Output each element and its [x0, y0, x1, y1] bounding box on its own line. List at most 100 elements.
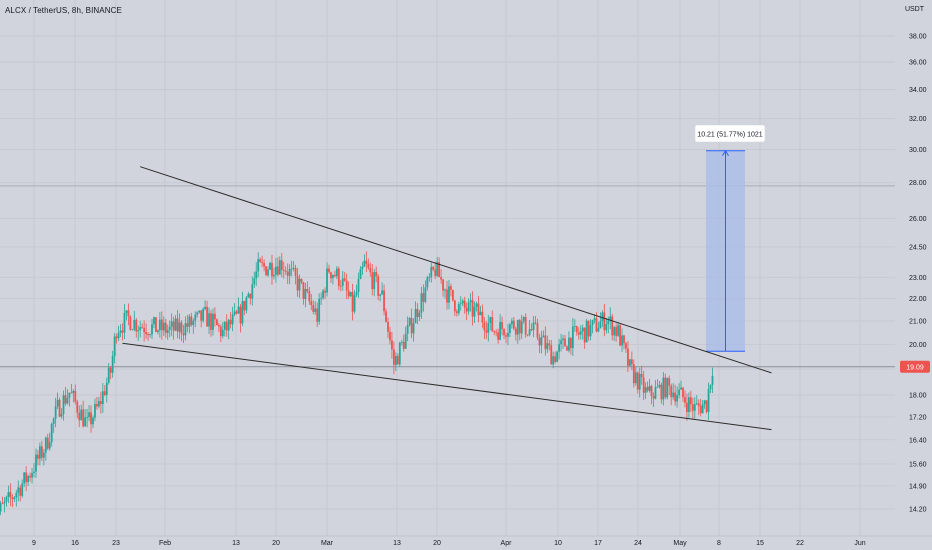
candle-body [168, 326, 171, 331]
candle-body [235, 311, 238, 314]
candle-body [300, 278, 303, 282]
candle-body [416, 308, 419, 317]
price-tick-label: 16.40 [909, 437, 927, 444]
candle-body [90, 412, 92, 425]
candle-body [17, 487, 20, 493]
candle-body [292, 267, 295, 269]
candle-body [493, 331, 496, 333]
candle-body [296, 275, 299, 291]
candle-body [326, 268, 328, 293]
candle-body [575, 326, 578, 333]
candle-body [375, 271, 378, 277]
candle-body [593, 318, 596, 321]
candle-body [471, 300, 474, 317]
candle-body [298, 278, 301, 291]
price-axis[interactable]: 38.00 36.00 34.00 32.00 30.00 28.00 26.00 24.50… [895, 0, 932, 536]
candle-body [27, 475, 29, 483]
candle-body [355, 292, 358, 296]
candle-body [74, 390, 77, 402]
price-axis-unit: USDT [904, 6, 924, 13]
candle-body [1, 503, 4, 505]
candle-body [509, 324, 511, 333]
candle-body [198, 310, 201, 313]
candle-body [424, 287, 427, 302]
candle-body [241, 300, 244, 324]
time-tick-label: 15 [756, 540, 764, 547]
candle-body [678, 389, 680, 396]
candle-body [625, 343, 627, 349]
candle-body [341, 278, 344, 286]
candle-body [210, 313, 212, 330]
candle-body [591, 320, 594, 326]
candle-body [9, 492, 12, 498]
candle-body [33, 471, 35, 473]
candle-body [546, 343, 549, 350]
candle-body [184, 323, 187, 336]
candle-body [304, 289, 307, 299]
candle-body [137, 330, 140, 332]
candle-body [178, 322, 181, 332]
candle-body [524, 316, 527, 335]
candle-body [44, 437, 47, 453]
trendlines[interactable] [122, 166, 772, 431]
measure-tool[interactable]: 10.21 (51.77%) 1021 [694, 124, 766, 352]
time-tick-label: 24 [634, 540, 642, 547]
candle-body [225, 321, 228, 331]
candle-body [485, 330, 488, 333]
price-tick-label: 14.20 [909, 507, 927, 514]
candle-body [172, 321, 175, 331]
candle-body [21, 483, 24, 496]
candle-body [428, 277, 431, 279]
candle-body [92, 417, 94, 425]
chart-title: ALCX / TetherUS, 8h, BINANCE [5, 6, 122, 15]
candle-body [243, 300, 246, 311]
trendline-upper [140, 166, 772, 374]
time-tick-label: Apr [501, 540, 513, 547]
candle-body [646, 387, 649, 391]
candle-body [318, 298, 321, 322]
candle-body [562, 338, 564, 341]
candle-body [463, 300, 466, 308]
candle-body [294, 267, 297, 276]
candle-body [644, 387, 647, 393]
candle-body [99, 401, 102, 405]
candle-body [155, 317, 157, 333]
time-tick-label: 9 [32, 540, 36, 547]
candle-body [123, 312, 126, 333]
candle-body [609, 316, 612, 321]
price-tick-label: 36.00 [909, 59, 927, 66]
candle-body [402, 341, 405, 349]
candle-body [475, 303, 478, 307]
candle-body [107, 367, 110, 383]
candle-body [481, 311, 484, 323]
candle-body [453, 300, 456, 312]
chart-grid [0, 0, 895, 536]
candle-body [627, 348, 629, 366]
candle-body [29, 475, 31, 478]
candle-body [332, 275, 334, 279]
candle-body [351, 292, 354, 312]
candle-body [186, 323, 189, 327]
candle-body [94, 403, 96, 418]
candle-body [682, 387, 684, 398]
candle-body [23, 472, 26, 484]
candle-body [695, 403, 698, 405]
candle-body [308, 291, 311, 302]
time-tick-label: 16 [71, 540, 79, 547]
candle-body [119, 330, 122, 333]
candle-body [603, 312, 606, 331]
candle-body [39, 446, 41, 459]
time-axis[interactable]: 9 16 23 Feb 13 20 Mar 13 20 Apr 10 17 24 May 8 15 22 Jun [0, 535, 932, 547]
candle-body [125, 310, 128, 313]
candle-body [630, 359, 633, 365]
measure-arrow [722, 149, 729, 156]
candle-body [629, 359, 631, 366]
candle-body [129, 316, 132, 330]
candle-body [227, 319, 230, 331]
candle-body [467, 302, 470, 312]
candle-body [13, 497, 16, 500]
candle-body [440, 277, 442, 280]
candle-body [221, 329, 224, 337]
candle-body [534, 322, 537, 324]
